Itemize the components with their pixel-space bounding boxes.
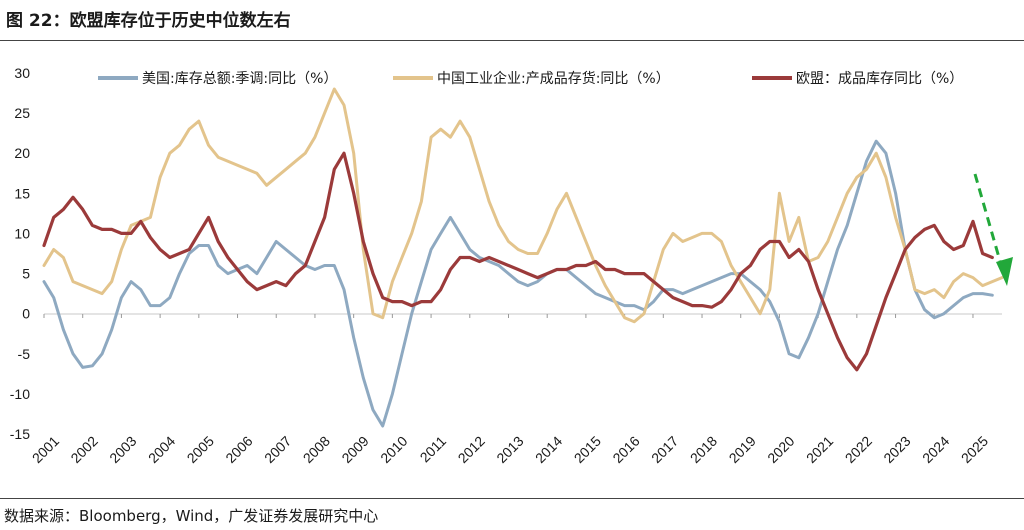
x-tick-label: 2011 <box>417 433 450 466</box>
x-tick-label: 2009 <box>338 433 371 466</box>
annotation-arrow <box>973 173 1013 286</box>
x-tick-label: 2016 <box>609 433 642 466</box>
x-tick-label: 2024 <box>919 433 952 466</box>
x-tick-label: 2025 <box>958 433 991 466</box>
y-tick-label: 0 <box>22 306 30 322</box>
legend-label: 欧盟：成品库存同比（%） <box>796 71 963 87</box>
x-tick-label: 2002 <box>67 433 100 466</box>
top-rule <box>0 40 1024 41</box>
x-tick-label: 2015 <box>571 433 604 466</box>
x-tick-label: 2017 <box>648 433 681 466</box>
x-tick-label: 2020 <box>764 433 797 466</box>
series-line-1 <box>42 139 994 428</box>
x-tick-label: 2001 <box>29 433 62 466</box>
y-tick-label: -10 <box>10 386 30 402</box>
x-tick-label: 2014 <box>532 433 565 466</box>
legend: 美国:库存总额:季调:同比（%） 中国工业企业:产成品存货:同比（%） 欧盟：成品库… <box>98 70 963 87</box>
x-tick-label: 2007 <box>261 433 294 466</box>
x-tick-label: 2006 <box>222 433 255 466</box>
series-line-2 <box>42 87 1004 324</box>
y-tick-label: -5 <box>18 346 31 362</box>
y-tick-label: 5 <box>22 266 30 282</box>
y-tick-label: 10 <box>14 225 30 241</box>
y-tick-label: 20 <box>14 145 30 161</box>
x-tick-label: 2018 <box>687 433 720 466</box>
source-note: 数据来源：Bloomberg，Wind，广发证券发展研究中心 <box>4 507 379 525</box>
y-tick-label: 25 <box>14 105 30 121</box>
series-lines <box>42 87 1004 428</box>
annotation-arrow-head <box>996 257 1013 286</box>
legend-label: 中国工业企业:产成品存货:同比（%） <box>437 70 670 87</box>
x-tick-label: 2005 <box>184 433 217 466</box>
bottom-rule <box>0 498 1024 499</box>
y-tick-label: 30 <box>14 65 30 81</box>
x-tick-label: 2003 <box>106 433 139 466</box>
x-tick-label: 2012 <box>455 433 488 466</box>
y-tick-label: -15 <box>10 426 30 442</box>
figure-title: 图 22：欧盟库存位于历史中位数左右 <box>6 11 291 31</box>
x-tick-label: 2008 <box>300 433 333 466</box>
x-tick-label: 2019 <box>726 433 759 466</box>
y-tick-label: 15 <box>14 185 30 201</box>
x-tick-label: 2023 <box>880 433 913 466</box>
x-tick-label: 2013 <box>493 433 526 466</box>
annotation-arrow-shaft <box>973 173 1004 269</box>
x-tick-label: 2021 <box>803 433 836 466</box>
legend-label: 美国:库存总额:季调:同比（%） <box>142 71 337 87</box>
series-line-3 <box>42 151 994 372</box>
x-tick-label: 2004 <box>145 433 178 466</box>
x-tick-label: 2010 <box>377 433 410 466</box>
x-tick-label: 2022 <box>842 433 875 466</box>
